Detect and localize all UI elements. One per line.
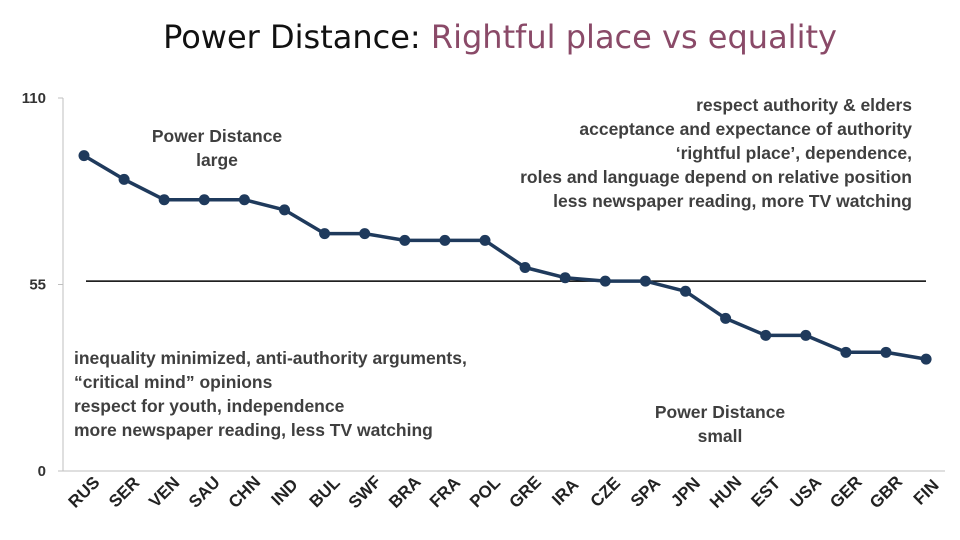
annotation-low-traits: inequality minimized, anti-authority arg… [74, 346, 467, 442]
x-tick-label-ira: IRA [548, 475, 582, 509]
data-point-hun [720, 312, 732, 324]
x-tick-label-bul: BUL [306, 473, 344, 511]
annotation-power-distance-large: Power Distance large [122, 124, 312, 172]
data-point-fin [920, 353, 932, 365]
annotation-small-line-2: small [697, 426, 743, 446]
chart-title: Power Distance: Rightful place vs equali… [0, 18, 960, 56]
x-tick-label-bra: BRA [385, 472, 424, 511]
annotation-low-line-2: “critical mind” opinions [74, 372, 273, 392]
data-point-chn [238, 194, 250, 206]
annotation-low-line-1: inequality minimized, anti-authority arg… [74, 348, 467, 368]
annotation-high-line-2: acceptance and expectance of authority [579, 119, 912, 139]
x-tick-label-rus: RUS [65, 473, 104, 512]
x-tick-label-ser: SER [105, 473, 143, 511]
x-tick-labels: RUS SER VEN SAU CHN IND BUL SWF BRA FRA POL GRE IRA C… [65, 472, 943, 512]
data-point-ger [840, 346, 852, 358]
y-tick-label: 110 [22, 90, 46, 107]
annotation-small-line-1: Power Distance [654, 402, 786, 422]
data-point-est [760, 329, 772, 341]
y-tick-label: 0 [38, 463, 46, 480]
annotation-large-line-2: large [196, 150, 238, 170]
chart-title-main: Power Distance: [163, 18, 421, 56]
data-point-gbr [880, 346, 892, 358]
annotation-high-line-3: ‘rightful place’, dependence, [675, 143, 912, 163]
annotation-low-line-3: respect for youth, independence [74, 396, 345, 416]
x-tick-label-fin: FIN [910, 476, 943, 509]
x-tick-label-gre: GRE [505, 472, 544, 511]
x-tick-label-chn: CHN [225, 472, 264, 511]
data-point-fra [439, 234, 451, 246]
data-point-cze [599, 275, 611, 287]
data-point-pol [479, 234, 491, 246]
x-tick-label-spa: SPA [627, 473, 664, 510]
annotation-low-line-4: more newspaper reading, less TV watching [74, 420, 433, 440]
x-tick-label-ven: VEN [145, 473, 183, 511]
data-point-ven [158, 194, 170, 206]
chart-axes: 0 55 110 [22, 90, 945, 480]
x-tick-label-ger: GER [826, 472, 865, 511]
chart-title-accent: Rightful place vs equality [430, 18, 837, 56]
data-point-gre [519, 262, 531, 274]
data-point-ira [559, 272, 571, 284]
x-tick-label-usa: USA [786, 473, 825, 512]
data-point-sau [198, 194, 210, 206]
series-line [83, 154, 927, 361]
x-tick-label-gbr: GBR [866, 472, 906, 512]
data-point-spa [639, 275, 651, 287]
x-tick-label-est: EST [747, 473, 784, 510]
annotation-high-line-4: roles and language depend on relative po… [520, 167, 912, 187]
annotation-large-line-1: Power Distance [151, 126, 283, 146]
series-group [78, 150, 932, 365]
x-tick-label-swf: SWF [345, 472, 385, 512]
data-point-rus [78, 150, 90, 162]
data-point-bul [319, 228, 331, 240]
data-point-ind [279, 204, 290, 216]
data-point-usa [800, 329, 812, 341]
annotation-power-distance-small: Power Distance small [620, 400, 820, 448]
x-tick-label-cze: CZE [587, 473, 624, 510]
x-tick-label-jpn: JPN [667, 474, 704, 511]
data-point-bra [399, 234, 411, 246]
data-point-jpn [680, 285, 691, 297]
x-tick-label-fra: FRA [426, 473, 464, 511]
x-tick-label-ind: IND [268, 475, 302, 509]
y-tick-label: 55 [29, 277, 46, 294]
annotation-high-line-1: respect authority & elders [696, 95, 912, 115]
data-point-ser [118, 173, 130, 185]
annotation-high-traits: respect authority & elders acceptance an… [520, 93, 912, 213]
data-point-swf [359, 228, 371, 240]
annotation-high-line-5: less newspaper reading, more TV watching [553, 191, 912, 211]
x-tick-label-sau: SAU [185, 473, 224, 512]
x-tick-label-pol: POL [466, 473, 504, 511]
x-tick-label-hun: HUN [706, 472, 745, 511]
